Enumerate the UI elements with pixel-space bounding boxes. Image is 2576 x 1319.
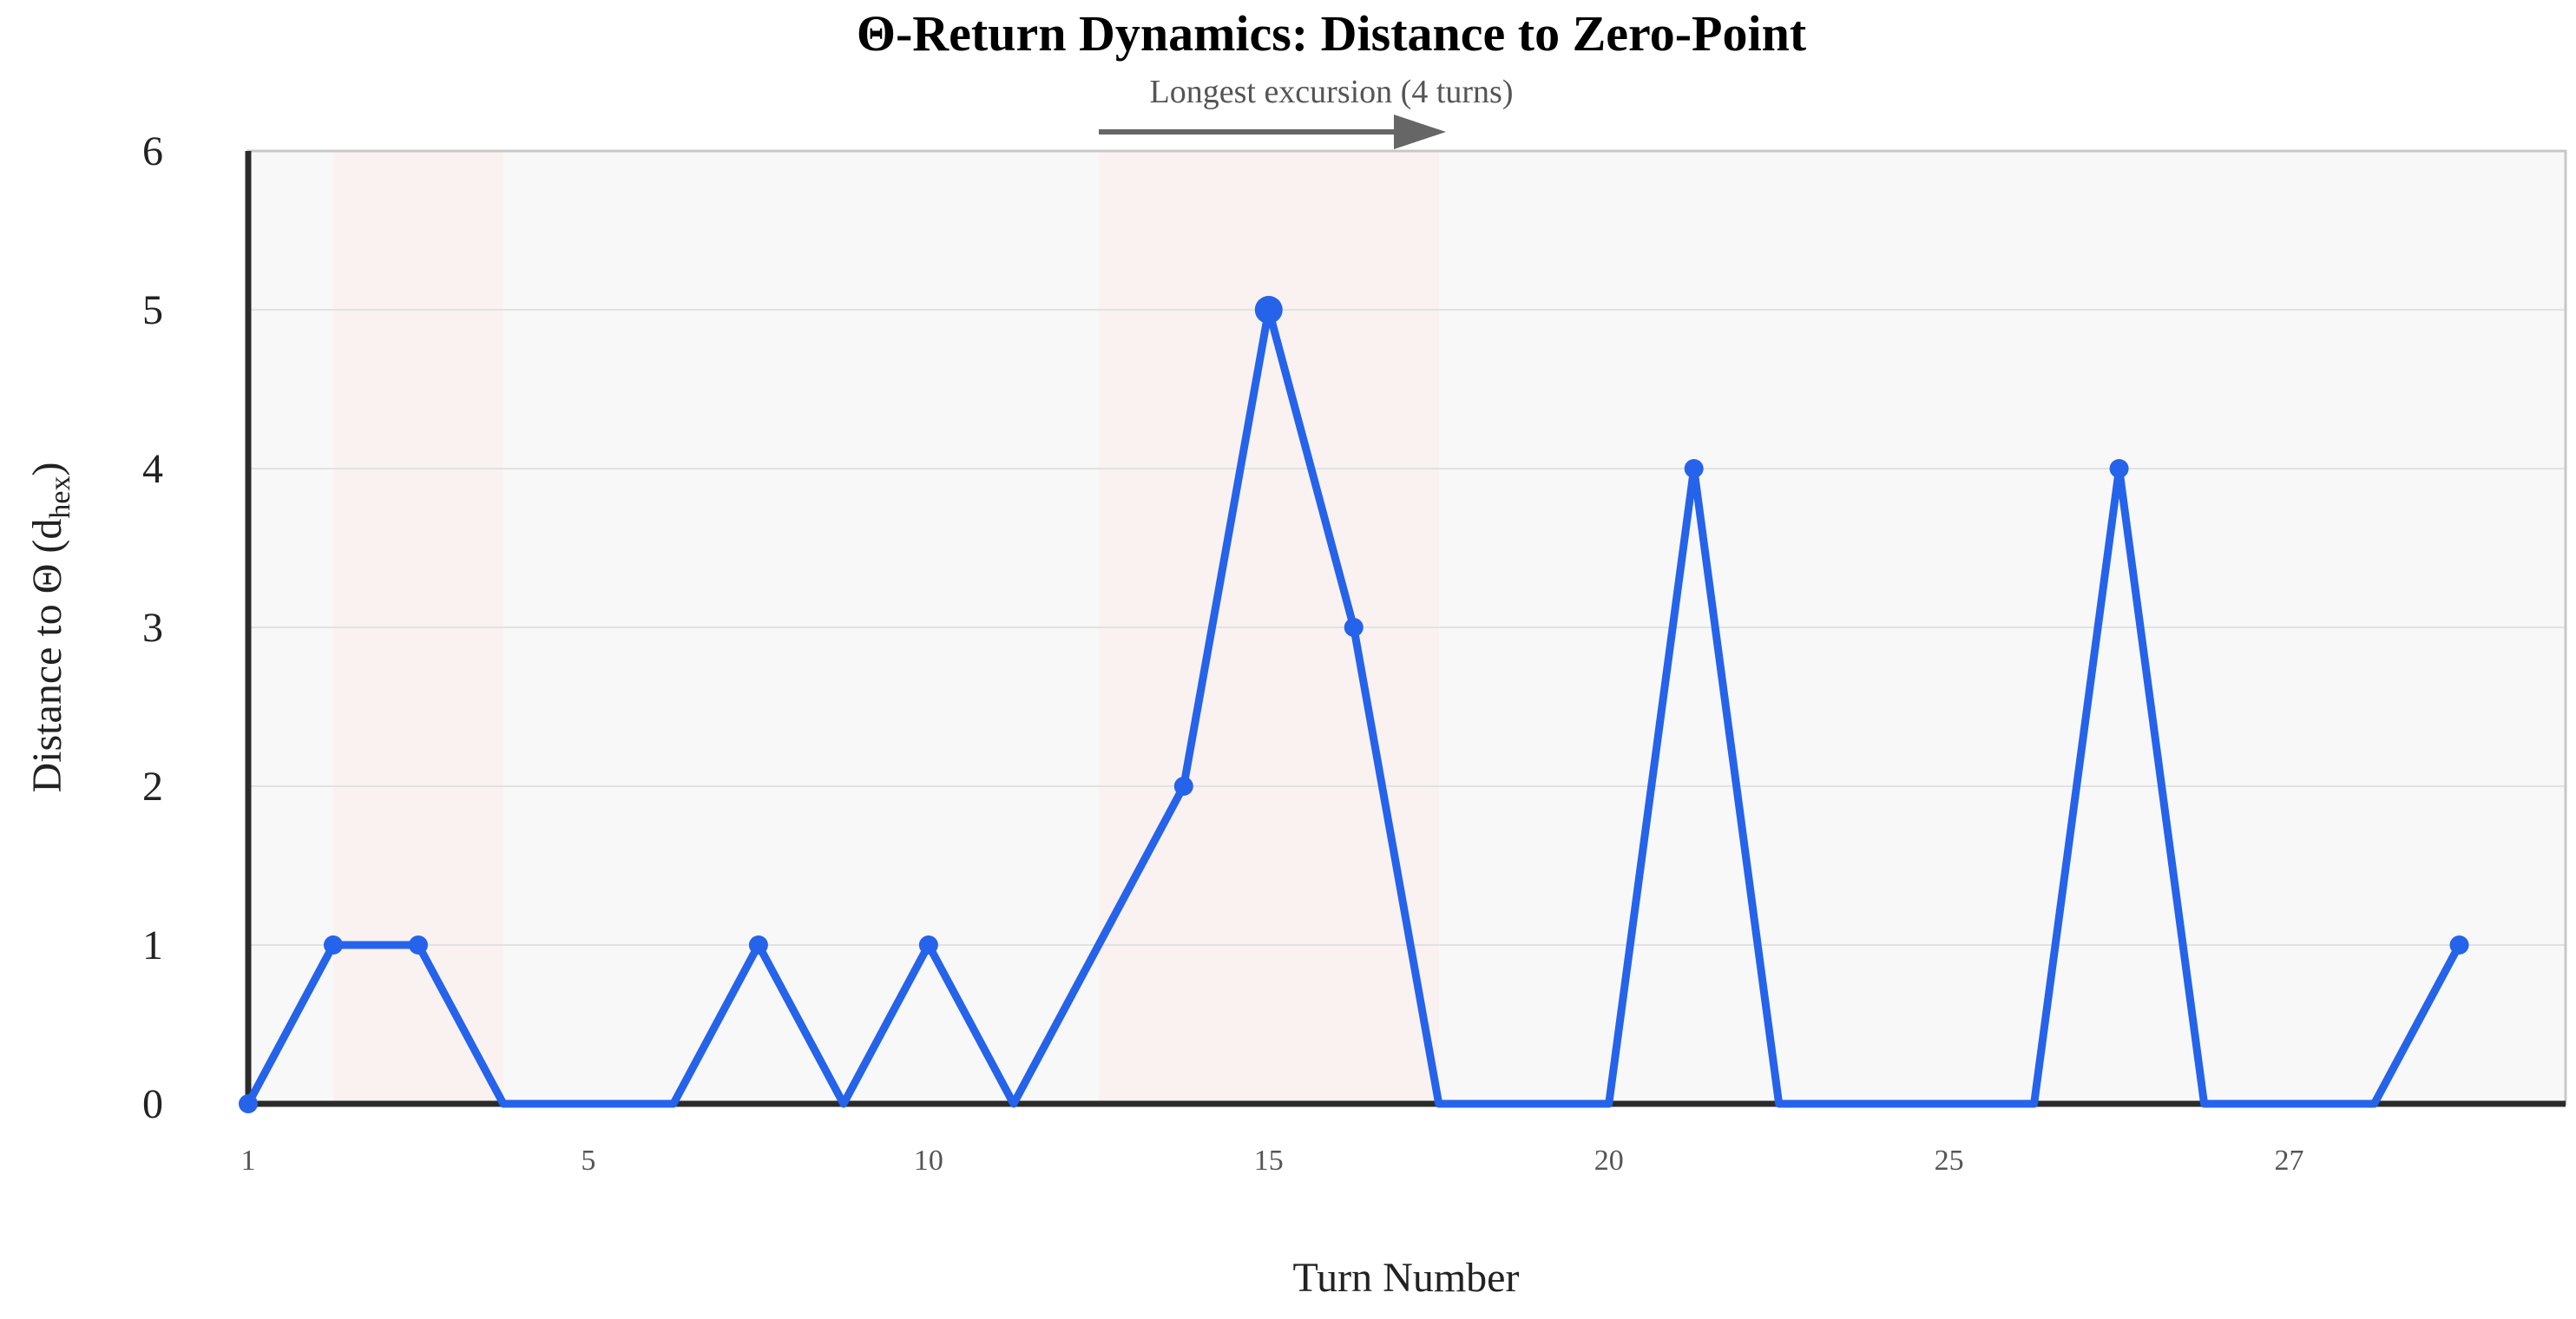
- data-point: [918, 935, 938, 955]
- y-axis-label-end: ): [24, 463, 70, 476]
- x-tick-label: 15: [1254, 1145, 1284, 1177]
- annotation-arrow: [1099, 115, 1446, 149]
- data-point: [1684, 459, 1704, 478]
- y-tick-label: 1: [142, 922, 163, 968]
- x-tick-label: 20: [1594, 1145, 1624, 1177]
- y-tick-label: 6: [142, 128, 163, 174]
- data-point: [1344, 618, 1364, 637]
- markers-group: [239, 296, 2469, 1113]
- y-tick-label: 5: [142, 287, 163, 333]
- chart-title: Θ-Return Dynamics: Distance to Zero-Poin…: [857, 5, 1807, 62]
- x-tick-label: 5: [581, 1145, 595, 1177]
- x-tick-label: 10: [914, 1145, 943, 1177]
- y-tick-label: 3: [142, 605, 163, 651]
- data-point: [408, 935, 428, 955]
- y-axis-label: Distance to Θ (dhex): [24, 463, 76, 793]
- data-point: [2109, 459, 2129, 478]
- peak-point: [1254, 296, 1283, 324]
- data-point: [748, 935, 768, 955]
- data-point: [2449, 935, 2469, 955]
- x-axis-label: Turn Number: [1293, 1255, 1520, 1301]
- x-tick-label: 27: [2275, 1145, 2304, 1177]
- y-axis-label-main: Distance to Θ (d: [24, 519, 70, 793]
- x-tick-label: 25: [1935, 1145, 1964, 1177]
- y-tick-labels: 0 1 2 3 4 5 6: [142, 128, 163, 1127]
- y-axis-label-sub: hex: [44, 476, 76, 518]
- data-point: [1173, 777, 1193, 796]
- y-tick-label: 4: [142, 446, 163, 492]
- x-tick-labels: 1 5 10 15 20 25 27: [241, 1145, 2304, 1177]
- x-tick-label: 1: [241, 1145, 256, 1177]
- data-point: [323, 935, 343, 955]
- y-tick-label: 2: [142, 764, 163, 810]
- y-tick-label: 0: [142, 1081, 163, 1127]
- annotation-text: Longest excursion (4 turns): [1150, 74, 1514, 110]
- data-point: [239, 1094, 258, 1113]
